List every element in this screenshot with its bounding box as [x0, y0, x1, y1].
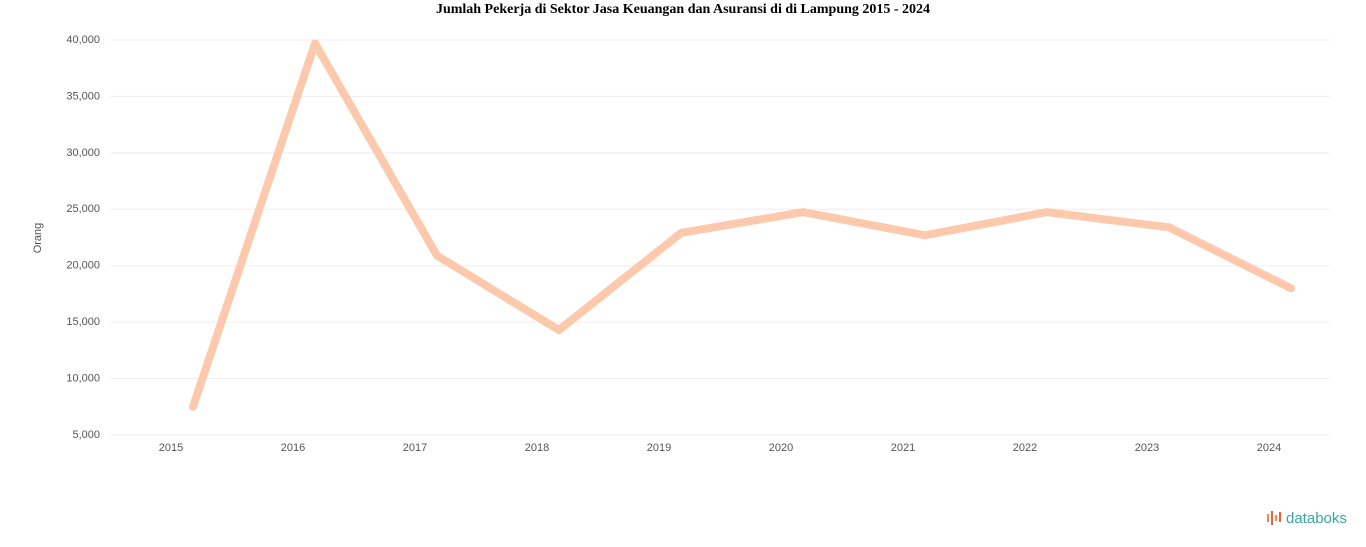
x-tick-label: 2015	[159, 442, 183, 454]
x-tick-label: 2021	[891, 442, 915, 454]
x-tick-label: 2024	[1257, 442, 1281, 454]
data-line	[189, 39, 1295, 411]
x-tick-label: 2022	[1013, 442, 1037, 454]
x-tick-label: 2020	[769, 442, 793, 454]
y-axis-label: Orang	[32, 223, 44, 254]
x-tick-label: 2019	[647, 442, 671, 454]
logo-icon	[1267, 511, 1281, 525]
chart-title: Jumlah Pekerja di Sektor Jasa Keuangan d…	[436, 2, 930, 17]
y-tick-label: 35,000	[66, 90, 100, 102]
y-tick-label: 40,000	[66, 34, 100, 46]
source-logo: databoks	[1286, 510, 1347, 527]
y-tick-label: 15,000	[66, 316, 100, 328]
y-tick-label: 10,000	[66, 372, 100, 384]
y-tick-label: 25,000	[66, 203, 100, 215]
x-tick-label: 2023	[1135, 442, 1159, 454]
x-tick-label: 2017	[403, 442, 427, 454]
x-tick-label: 2018	[525, 442, 549, 454]
x-tick-label: 2016	[281, 442, 305, 454]
y-tick-label: 20,000	[66, 260, 100, 272]
y-tick-label: 5,000	[72, 429, 100, 441]
y-tick-label: 30,000	[66, 147, 100, 159]
